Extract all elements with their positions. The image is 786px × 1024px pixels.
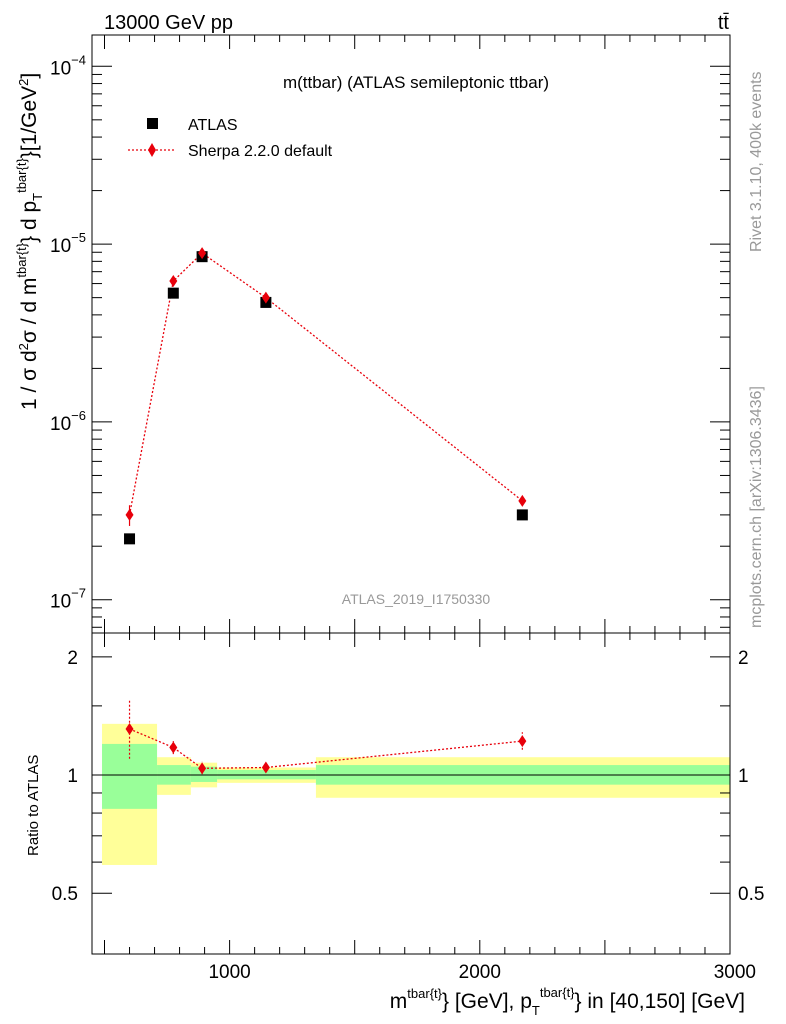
ratio-point	[125, 722, 134, 735]
ratio-line	[129, 728, 523, 769]
main-x-ticks	[104, 35, 731, 633]
main-y-tick-label: 10−7	[50, 586, 86, 613]
ratio-point	[169, 741, 178, 754]
atlas-point	[167, 287, 179, 299]
ratio-x-tick-label: 2000	[459, 962, 501, 983]
ratio-y-tick-label-right: 1	[738, 766, 749, 787]
ratio-y-ticks: 0.5 0.5 1 1 2 2	[52, 648, 765, 905]
sherpa-point	[261, 291, 270, 304]
main-title: m(ttbar) (ATLAS semileptonic ttbar)	[283, 73, 549, 92]
legend-label-atlas: ATLAS	[188, 117, 238, 134]
sherpa-point	[169, 275, 178, 288]
ratio-point	[518, 735, 527, 748]
legend-label-sherpa: Sherpa 2.2.0 default	[188, 143, 333, 160]
process-label: tt̄	[718, 12, 730, 34]
watermark: ATLAS_2019_I1750330	[342, 591, 491, 607]
sherpa-line	[128, 252, 523, 516]
mcplots-label: mcplots.cern.ch [arXiv:1306.3436]	[748, 386, 765, 628]
ratio-x-tick-label: 3000	[714, 962, 756, 983]
ratio-ylabel: Ratio to ATLAS	[25, 755, 42, 856]
sherpa-point	[198, 247, 207, 260]
ratio-point	[198, 762, 207, 775]
ratio-panel: 0.5 0.5 1 1 2 2 1000 2000 3000 Ratio to ATLAS m…	[25, 632, 765, 1018]
ratio-y-tick-label-left: 2	[67, 648, 78, 669]
energy-label: 13000 GeV pp	[104, 12, 233, 34]
main-ylabel: 1 / σ d2σ / d mtbar{t}} d pTtbar{t}}[1/G…	[14, 73, 45, 410]
ratio-x-tick-label: 1000	[208, 962, 250, 983]
ratio-y-tick-label-left: 0.5	[52, 884, 78, 905]
ratio-point	[261, 761, 270, 774]
main-y-ticks: 10−7 10−6 10−5 10−4	[50, 52, 730, 628]
main-y-tick-label: 10−4	[50, 52, 86, 79]
legend-marker-sherpa	[148, 143, 156, 157]
sherpa-point	[125, 508, 134, 521]
ratio-y-tick-label-right: 0.5	[738, 884, 764, 905]
ratio-x-ticks: 1000 2000 3000	[104, 633, 756, 983]
main-y-tick-label: 10−5	[50, 230, 86, 257]
ratio-band-green	[190, 766, 218, 782]
main-y-tick-label: 10−6	[50, 408, 86, 435]
atlas-point	[516, 509, 528, 521]
ratio-frame	[91, 632, 731, 955]
ratio-y-tick-label-right: 2	[738, 648, 749, 669]
ratio-xlabel: mtbar{t}} [GeV], pTtbar{t}} in [40,150] …	[390, 985, 745, 1018]
legend-marker-atlas	[147, 118, 158, 129]
legend: ATLAS Sherpa 2.2.0 default	[128, 117, 333, 160]
atlas-point	[124, 533, 136, 545]
ratio-y-tick-label-left: 1	[67, 766, 78, 787]
rivet-label: Rivet 3.1.10, 400k events	[748, 71, 765, 252]
main-panel: 10−7 10−6 10−5 10−4 m(ttbar) (ATLAS semilep…	[14, 34, 731, 634]
sherpa-point	[518, 494, 527, 507]
